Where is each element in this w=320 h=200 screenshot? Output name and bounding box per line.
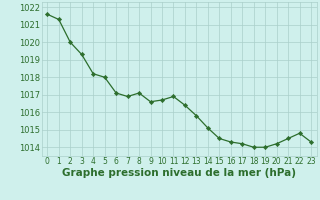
X-axis label: Graphe pression niveau de la mer (hPa): Graphe pression niveau de la mer (hPa) [62, 168, 296, 178]
